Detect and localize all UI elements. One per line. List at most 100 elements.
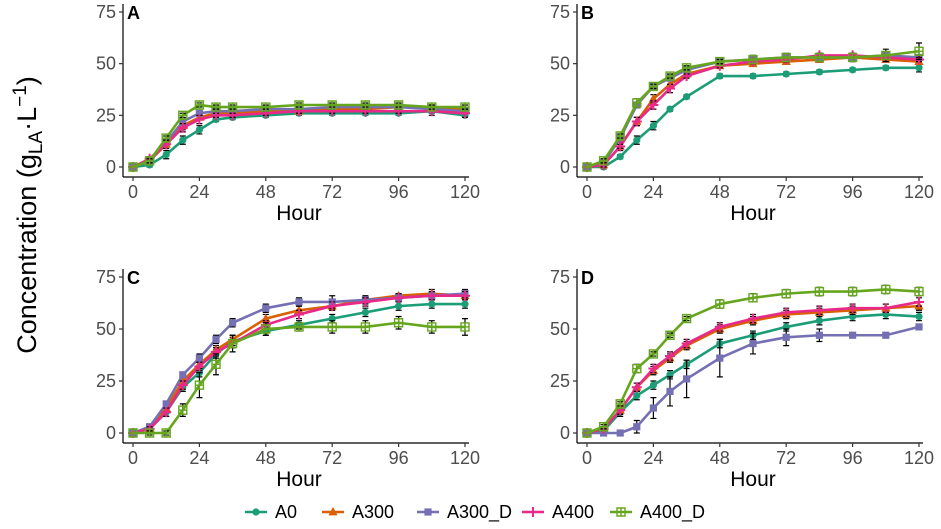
data-point [211, 102, 221, 112]
data-point [665, 71, 675, 81]
data-point [615, 399, 625, 409]
data-point [781, 307, 792, 318]
data-point [649, 381, 658, 389]
x-tick-label: 24 [189, 448, 209, 468]
y-tick-label: 0 [560, 423, 570, 443]
data-point [665, 330, 675, 340]
data-point [666, 387, 674, 395]
x-axis-title: Hour [730, 202, 776, 225]
data-point [749, 339, 757, 348]
legend-label: A0 [275, 502, 297, 522]
y-title-sub: LA [26, 131, 47, 155]
data-point [714, 321, 725, 332]
data-point [632, 363, 642, 374]
data-point [460, 102, 470, 112]
data-point [648, 363, 659, 374]
data-point [847, 286, 858, 297]
panels: 0 24 48 72 96 120 0 25 50 75 Hour A 0 24 48 72 96 120 0 25 5… [96, 2, 934, 491]
data-point [393, 100, 404, 110]
data-point [633, 423, 641, 431]
legend-item-a300: A300 [322, 502, 394, 522]
legend: A0 A300 A300_D A400 A400_D [245, 502, 705, 523]
y-tick-label: 0 [106, 423, 116, 443]
y-tick-label: 25 [550, 105, 570, 125]
data-point [683, 375, 691, 383]
data-point [665, 351, 675, 362]
x-axis-title: Hour [730, 468, 776, 491]
x-axis-title: Hour [276, 468, 322, 491]
legend-item-a400-d: A400_D [610, 502, 705, 523]
x-tick-label: 96 [389, 448, 409, 468]
legend-swatch-marker [424, 508, 432, 516]
y-title-mid: ·L [12, 107, 42, 131]
data-point [227, 102, 238, 112]
data-point [178, 110, 188, 121]
data-point [914, 46, 924, 56]
x-tick-label: 120 [904, 448, 934, 468]
data-point [681, 71, 692, 82]
legend-item-a400: A400 [522, 502, 594, 522]
x-tick-label: 120 [904, 182, 934, 202]
legend-swatch-marker [616, 507, 626, 517]
series-line [132, 109, 466, 169]
data-point [128, 162, 138, 172]
panel-label: B [581, 3, 594, 23]
series-a300-d [583, 323, 923, 437]
legend-swatch-marker [252, 508, 260, 516]
y-tick-label: 75 [96, 2, 116, 22]
data-point [880, 303, 891, 314]
data-point [681, 313, 692, 324]
data-point [195, 354, 203, 362]
data-point [633, 136, 641, 144]
data-point [849, 331, 857, 339]
x-tick-label: 96 [389, 182, 409, 202]
data-point [261, 102, 271, 112]
data-point [194, 361, 205, 372]
data-point [781, 288, 791, 299]
y-tick-label: 50 [550, 319, 570, 339]
panel-a: 0 24 48 72 96 120 0 25 50 75 Hour A [96, 2, 480, 225]
y-title-end: ) [12, 76, 42, 85]
data-point [161, 133, 171, 143]
data-point [914, 286, 924, 297]
series-a0 [583, 63, 923, 171]
data-point [748, 54, 758, 65]
data-point [615, 141, 626, 152]
data-point [161, 428, 171, 438]
legend-swatch-marker [328, 507, 338, 516]
y-tick-label: 75 [96, 267, 116, 287]
data-point [633, 391, 641, 400]
x-tick-label: 96 [843, 182, 863, 202]
x-tick-label: 72 [776, 182, 796, 202]
x-tick-label: 120 [450, 448, 480, 468]
data-point [847, 303, 858, 314]
data-point [161, 407, 172, 418]
data-point [814, 286, 825, 297]
data-point [881, 50, 891, 61]
series-line [586, 288, 920, 435]
data-point [915, 323, 923, 331]
data-point [715, 299, 725, 309]
data-point [814, 305, 825, 316]
legend-label: A400_D [640, 502, 705, 523]
data-point [631, 382, 642, 393]
series-line [586, 49, 920, 169]
data-point [162, 400, 170, 408]
data-point [294, 322, 304, 332]
data-point [194, 114, 205, 125]
data-point [849, 66, 857, 74]
data-point [815, 317, 824, 325]
y-tick-label: 50 [96, 319, 116, 339]
data-point [427, 322, 437, 332]
data-point [360, 100, 371, 110]
data-point [460, 322, 470, 332]
data-point [748, 313, 758, 324]
data-point [681, 338, 692, 349]
x-tick-label: 48 [256, 182, 276, 202]
data-point [681, 63, 692, 73]
data-point [294, 309, 304, 320]
data-point [616, 429, 624, 437]
data-point [632, 98, 642, 108]
data-point [716, 72, 724, 80]
